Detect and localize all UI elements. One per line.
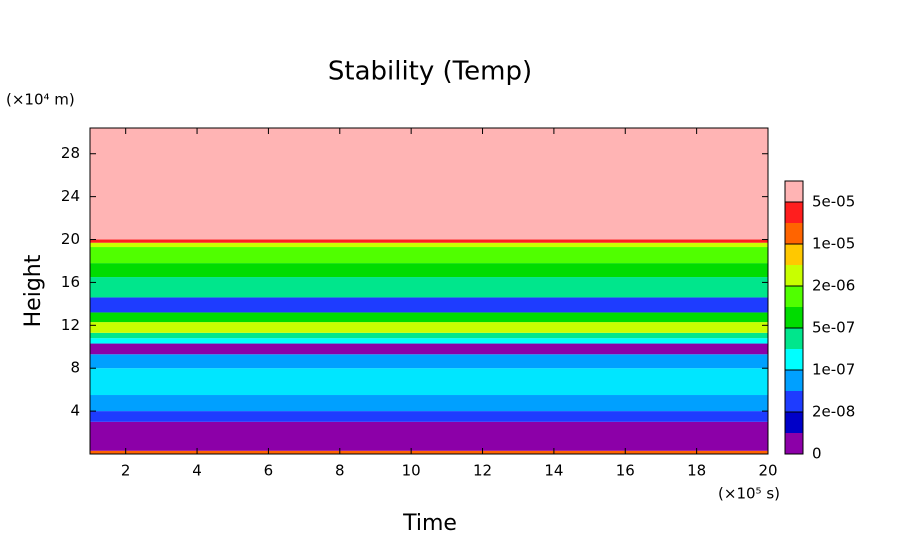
colorbar-tick-label: 1e-07 (812, 361, 855, 379)
y-unit: (×10⁴ m) (6, 91, 75, 109)
contour-band (90, 242, 768, 248)
contour-band (90, 128, 768, 240)
contour-band (90, 277, 768, 298)
contour-band (90, 338, 768, 344)
colorbar-swatch (785, 181, 803, 202)
colorbar-swatch (785, 412, 803, 433)
x-unit: (×10⁵ s) (718, 485, 780, 503)
contour-band (90, 322, 768, 333)
colorbar-tick-label: 1e-05 (812, 235, 855, 253)
contour-band (90, 421, 768, 451)
contour-band (90, 332, 768, 339)
colorbar-swatch (785, 307, 803, 328)
y-tick-label: 4 (70, 402, 80, 420)
y-tick-label: 16 (61, 273, 80, 291)
colorbar-swatch (785, 265, 803, 286)
colorbar-swatch (785, 433, 803, 454)
colorbar-tick-label: 0 (812, 445, 822, 463)
x-tick-label: 8 (335, 462, 345, 480)
x-tick-label: 12 (473, 462, 492, 480)
contour-band (90, 239, 768, 243)
x-tick-label: 14 (544, 462, 563, 480)
x-tick-label: 2 (121, 462, 131, 480)
y-tick-label: 8 (70, 359, 80, 377)
colorbar-swatch (785, 286, 803, 307)
colorbar-tick-label: 2e-08 (812, 403, 855, 421)
plot-frame (89, 127, 769, 455)
y-tick-label: 28 (61, 144, 80, 162)
colorbar-swatch (785, 223, 803, 244)
colorbar-swatch (785, 391, 803, 412)
colorbar-swatch (785, 244, 803, 265)
contour-band (90, 411, 768, 422)
chart-title: Stability (Temp) (328, 57, 532, 87)
x-tick-label: 20 (758, 462, 777, 480)
contour-band (90, 368, 768, 396)
colorbar-tick-label: 2e-06 (812, 277, 855, 295)
x-tick-label: 4 (192, 462, 202, 480)
y-tick-label: 12 (61, 316, 80, 334)
colorbar-swatch (785, 202, 803, 223)
colorbar-tick-label: 5e-05 (812, 193, 855, 211)
colorbar-swatch (785, 349, 803, 370)
colorbar-swatch (785, 370, 803, 391)
contour-band (90, 395, 768, 412)
y-tick-label: 20 (61, 230, 80, 248)
y-axis-label: Height (21, 254, 46, 327)
contour-band (90, 297, 768, 313)
x-tick-label: 6 (264, 462, 274, 480)
contour-band (90, 450, 768, 454)
contour-band (90, 247, 768, 264)
contour-band (90, 263, 768, 278)
contour-band (90, 343, 768, 355)
x-tick-label: 16 (616, 462, 635, 480)
x-tick-label: 10 (402, 462, 421, 480)
x-axis-label: Time (402, 511, 457, 536)
y-tick-label: 24 (61, 187, 80, 205)
colorbar-tick-label: 5e-07 (812, 319, 855, 337)
x-tick-label: 18 (687, 462, 706, 480)
contour-band (90, 354, 768, 369)
colorbar-swatch (785, 328, 803, 349)
contour-band (90, 312, 768, 323)
